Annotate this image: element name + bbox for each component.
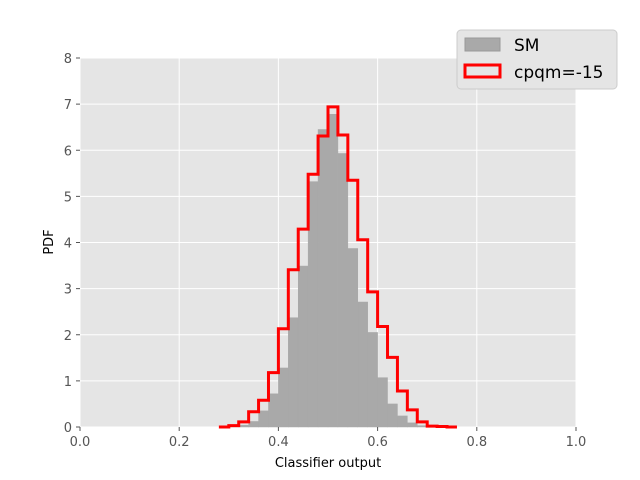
x-tick-label: 0.4: [268, 435, 289, 450]
sm-histogram-bar: [278, 367, 289, 428]
sm-histogram-bar: [387, 403, 398, 428]
y-tick-label: 5: [64, 190, 72, 205]
y-tick-label: 7: [64, 98, 72, 113]
x-tick-label: 0.2: [169, 435, 190, 450]
sm-histogram-bar: [297, 265, 309, 428]
legend-label-sm: SM: [514, 36, 539, 56]
y-tick-label: 2: [64, 329, 72, 344]
sm-histogram-bar: [337, 153, 349, 428]
y-axis-label: PDF: [42, 229, 57, 254]
sm-histogram-bar: [327, 114, 339, 428]
legend-swatch-cpqm: [463, 63, 502, 79]
y-axis-ticks: 0 1 2 3 4 5 6 7 8: [64, 52, 80, 436]
cpqm-step-line: [218, 105, 457, 429]
x-tick-label: 0.8: [466, 435, 487, 450]
cpqm-step-histogram: [218, 105, 457, 429]
sm-histogram-bar: [357, 301, 368, 428]
y-tick-label: 3: [64, 283, 72, 298]
y-tick-label: 0: [64, 421, 72, 436]
y-tick-label: 1: [64, 375, 72, 390]
x-axis-ticks: 0.0 0.2 0.4 0.6 0.8 1.0: [70, 427, 587, 450]
x-tick-label: 1.0: [566, 435, 587, 450]
sm-histogram: [228, 114, 438, 428]
x-axis-label: Classifier output: [275, 456, 381, 471]
sm-histogram-bar: [347, 248, 359, 428]
sm-histogram-bar: [288, 317, 299, 428]
x-tick-label: 0.6: [367, 435, 388, 450]
y-tick-label: 4: [64, 237, 72, 252]
sm-histogram-bar: [377, 377, 388, 428]
legend-swatch-sm: [464, 37, 501, 52]
legend: SM cpqm=-15: [456, 29, 618, 90]
y-tick-label: 8: [64, 52, 72, 67]
legend-label-cpqm: cpqm=-15: [514, 63, 604, 83]
y-tick-label: 6: [64, 144, 72, 159]
sm-histogram-bar: [397, 415, 408, 428]
sm-histogram-bar: [367, 332, 378, 428]
sm-histogram-bar: [407, 422, 418, 428]
x-tick-label: 0.0: [70, 435, 91, 450]
